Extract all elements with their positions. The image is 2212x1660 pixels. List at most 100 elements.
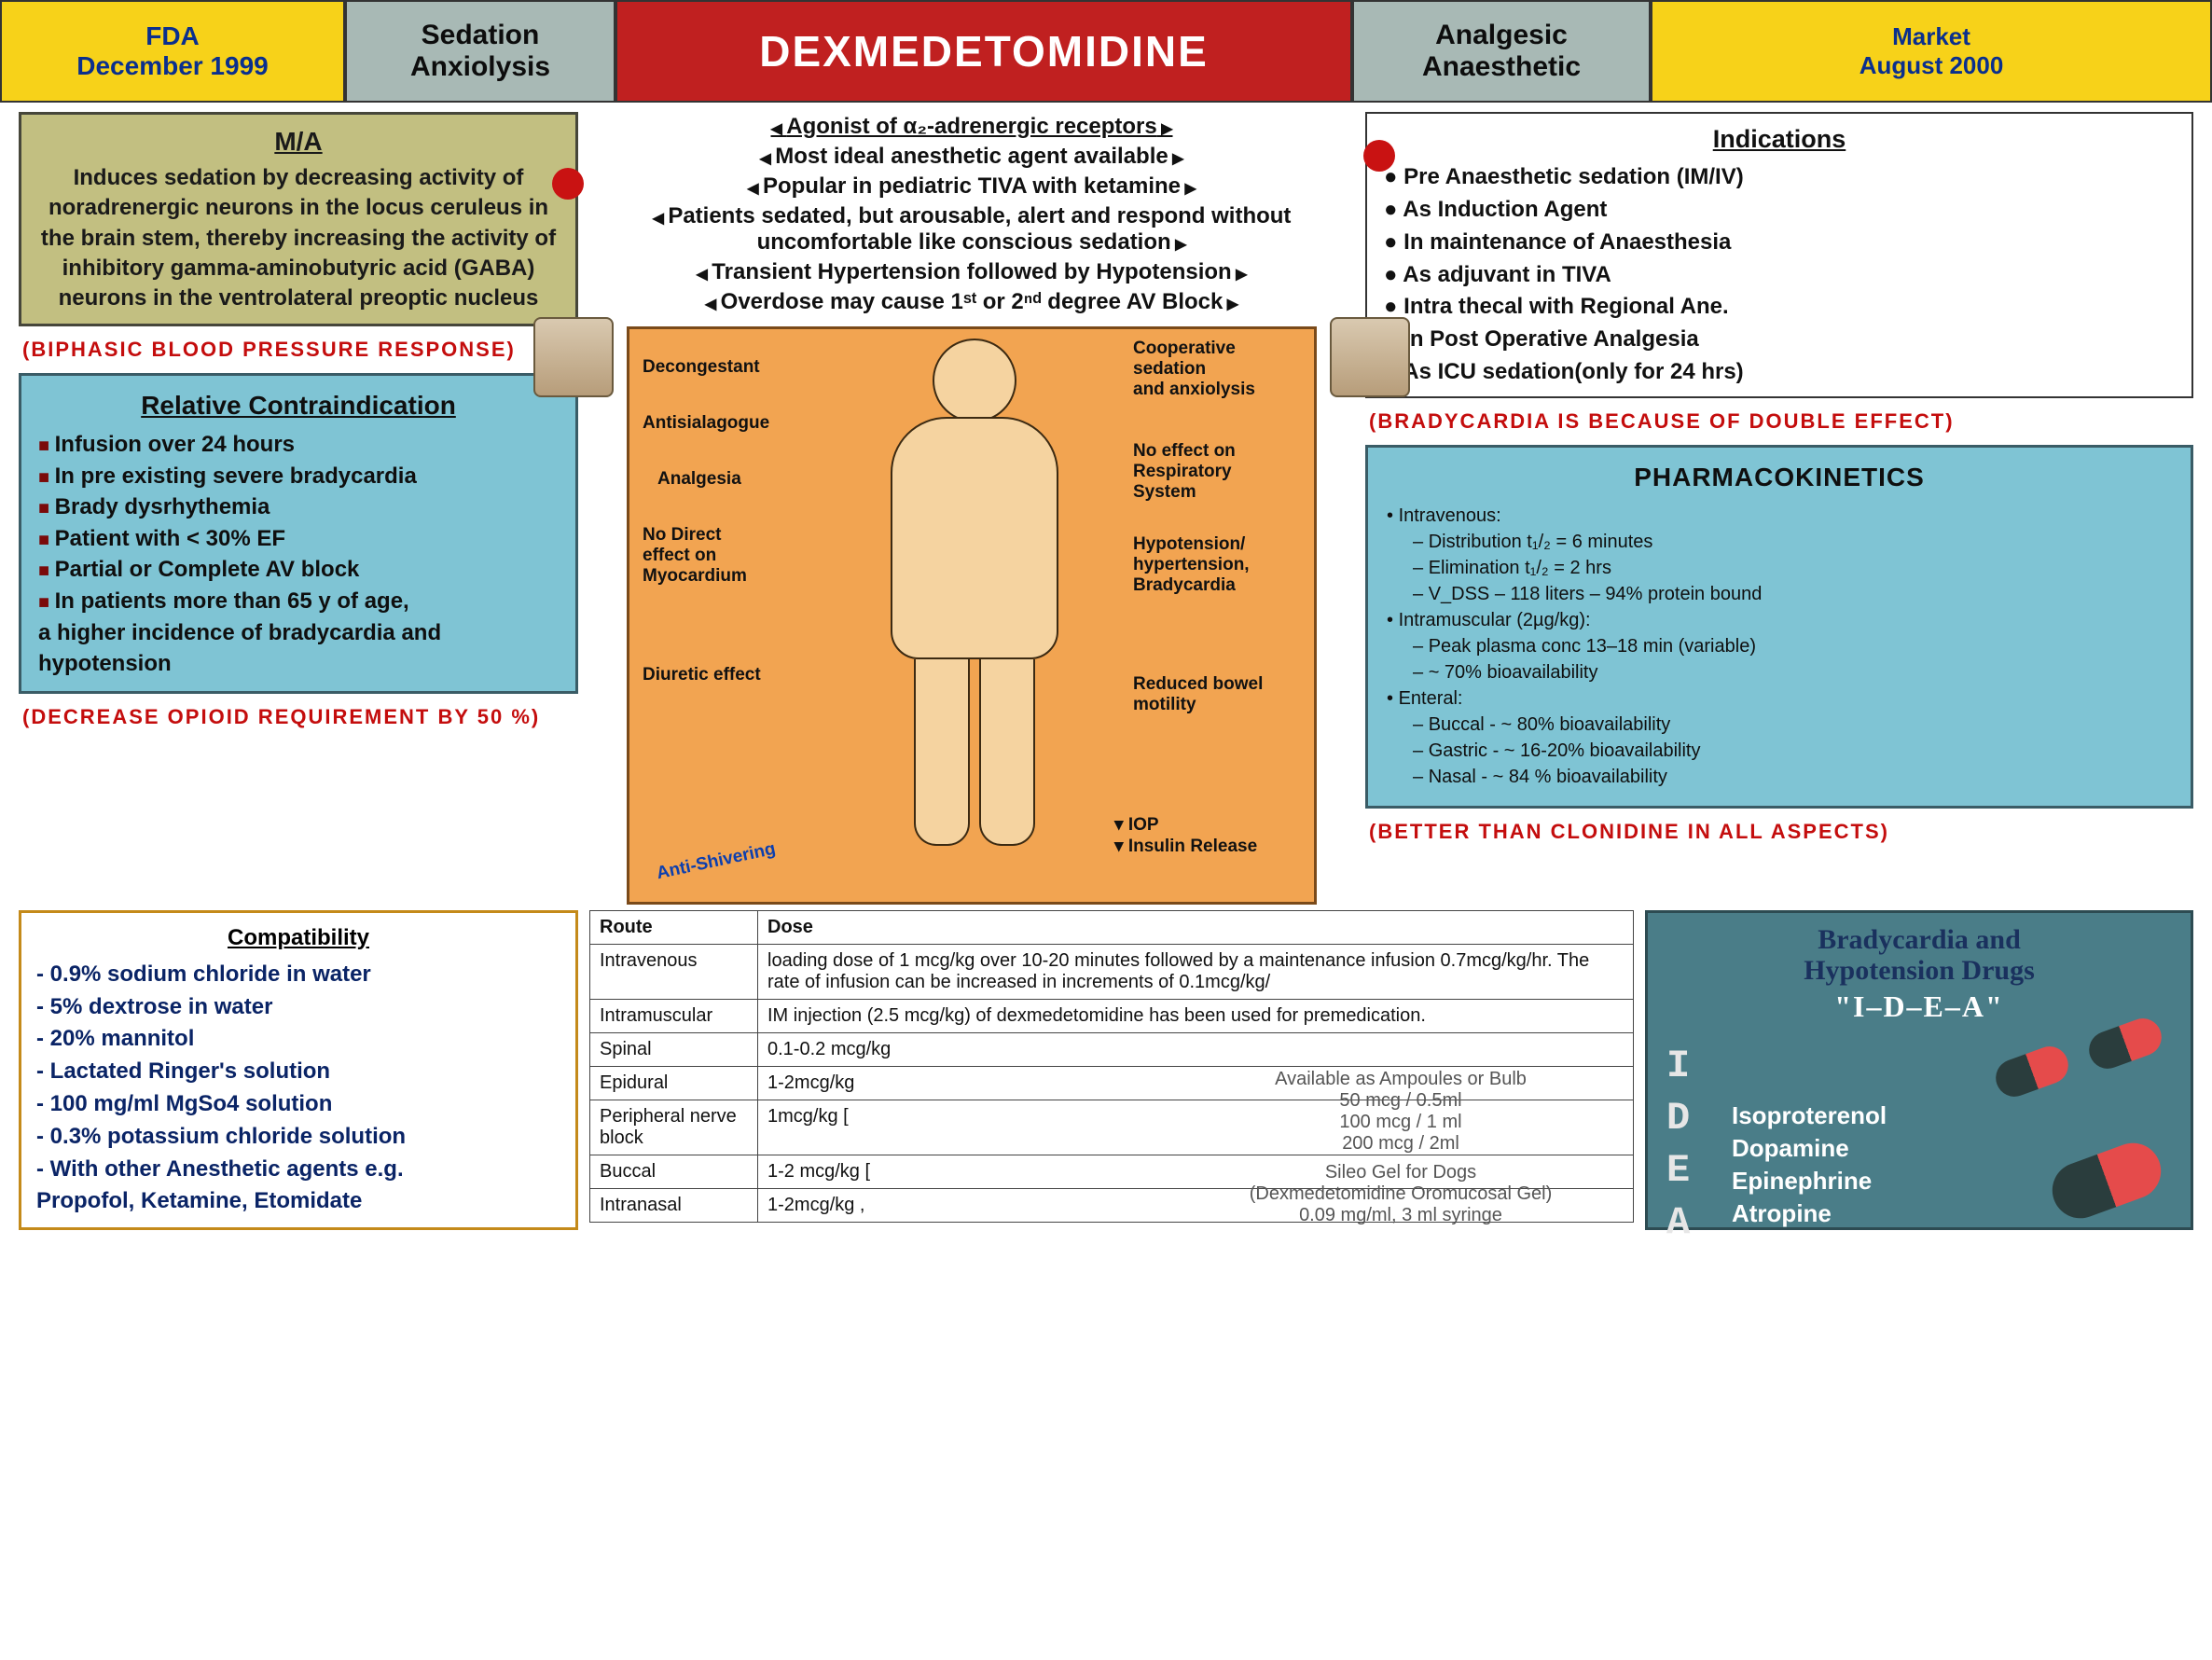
ind-item: In maintenance of Anaesthesia xyxy=(1384,227,2175,259)
avail-line: 100 mcg / 1 ml xyxy=(1233,1112,1569,1133)
human-figure xyxy=(872,339,1077,879)
label-resp: No effect on Respiratory System xyxy=(1133,441,1301,503)
avail-title: Available as Ampoules or Bulb xyxy=(1233,1069,1569,1090)
pill-icon xyxy=(1991,1042,2074,1102)
table-header-row: Route Dose xyxy=(590,911,1634,945)
pk-title: PHARMACOKINETICS xyxy=(1387,459,2172,495)
sedation-l1: Sedation xyxy=(422,20,540,51)
l: Bradycardia xyxy=(1133,575,1301,596)
compat-tail: Propofol, Ketamine, Etomidate xyxy=(36,1185,560,1218)
main-row: M/A Induces sedation by decreasing activ… xyxy=(0,103,2212,905)
market-box: Market August 2000 xyxy=(1651,0,2212,103)
red-dot-icon xyxy=(1363,140,1395,172)
label-iop-insulin: ▾ IOP ▾ Insulin Release xyxy=(1114,814,1301,857)
idea-drug: Isoproterenol xyxy=(1732,1100,1887,1132)
sedation-l2: Anxiolysis xyxy=(410,51,550,83)
dose: loading dose of 1 mcg/kg over 10-20 minu… xyxy=(758,945,1634,1000)
analgesic-l2: Anaesthetic xyxy=(1422,51,1581,83)
sileo-dose: 0.09 mg/ml, 3 ml syringe xyxy=(1233,1205,1569,1226)
idea-title2: "I–D–E–A" xyxy=(1663,989,2176,1024)
label-analgesia: Analgesia xyxy=(657,469,741,490)
body-diagram: Decongestant Antisialagogue Analgesia No… xyxy=(627,326,1317,905)
rci-item: Patient with < 30% EF xyxy=(38,523,559,555)
tagline: Overdose may cause 1ˢᵗ or 2ⁿᵈ degree AV … xyxy=(705,289,1238,314)
market-l1: Market xyxy=(1892,22,1970,51)
idea-box: Bradycardia and Hypotension Drugs "I–D–E… xyxy=(1645,910,2193,1230)
route: Buccal xyxy=(590,1155,758,1189)
l: ▾ IOP xyxy=(1114,814,1301,836)
figure-legs xyxy=(872,659,1077,846)
sileo-sub: (Dexmedetomidine Oromucosal Gel) xyxy=(1233,1183,1569,1205)
label-antishivering: Anti-Shivering xyxy=(655,839,778,885)
ind-item: Pre Anaesthetic sedation (IM/IV) xyxy=(1384,161,2175,194)
label-myo3: Myocardium xyxy=(643,566,782,587)
pk-iv-item: Distribution t₁/₂ = 6 minutes xyxy=(1413,529,2172,555)
route: Intramuscular xyxy=(590,1000,758,1033)
route: Spinal xyxy=(590,1033,758,1067)
fda-line1: FDA xyxy=(145,21,200,51)
col-route: Route xyxy=(590,911,758,945)
market-l2: August 2000 xyxy=(1859,51,2004,80)
red-dot-icon xyxy=(552,168,584,200)
idea-drug: Epinephrine xyxy=(1732,1165,1887,1197)
tagline: Patients sedated, but arousable, alert a… xyxy=(653,203,1292,255)
pharmacokinetics-box: PHARMACOKINETICS Intravenous: Distributi… xyxy=(1365,445,2193,809)
col-dose: Dose xyxy=(758,911,1634,945)
l: hypertension, xyxy=(1133,555,1301,575)
figure-torso xyxy=(891,417,1058,659)
label-cooperative: Cooperative sedation and anxiolysis xyxy=(1133,339,1301,400)
idea-drugs: Isoproterenol Dopamine Epinephrine Atrop… xyxy=(1732,1100,1887,1230)
dose-table-wrap: Route Dose Intravenous loading dose of 1… xyxy=(589,910,1634,1230)
dose-val: 0.1-0.2 mcg/kg xyxy=(767,1039,891,1059)
route: Intravenous xyxy=(590,945,758,1000)
label-bowel: Reduced bowel motility xyxy=(1133,674,1301,715)
tagline: Transient Hypertension followed by Hypot… xyxy=(697,259,1248,284)
idea-drug: Atropine xyxy=(1732,1197,1887,1230)
figure-leg xyxy=(914,659,970,846)
mechanism-box: M/A Induces sedation by decreasing activ… xyxy=(19,112,578,326)
center-column: Agonist of α₂-adrenergic receptors Most … xyxy=(589,112,1354,905)
clonidine-note: (BETTER THAN CLONIDINE IN ALL ASPECTS) xyxy=(1365,814,2193,850)
tagline: Most ideal anesthetic agent available xyxy=(760,144,1184,169)
l: and anxiolysis xyxy=(1133,380,1301,400)
compat-item: 0.9% sodium chloride in water xyxy=(36,959,560,991)
analgesic-box: Analgesic Anaesthetic xyxy=(1352,0,1651,103)
tagline: Popular in pediatric TIVA with ketamine xyxy=(747,173,1196,199)
compat-item: With other Anesthetic agents e.g. xyxy=(36,1154,560,1186)
pk-im-head: Intramuscular (2µg/kg): xyxy=(1387,607,2172,633)
dose: 0.1-0.2 mcg/kg xyxy=(758,1033,1634,1067)
l: sedation xyxy=(1133,359,1301,380)
taglines-wrap: Agonist of α₂-adrenergic receptors Most … xyxy=(589,112,1354,317)
rci-item: In patients more than 65 y of age, xyxy=(38,586,559,617)
dose: IM injection (2.5 mcg/kg) of dexmedetomi… xyxy=(758,1000,1634,1033)
label-antisialagogue: Antisialagogue xyxy=(643,413,769,434)
table-row: Intramuscular IM injection (2.5 mcg/kg) … xyxy=(590,1000,1634,1033)
idea-letter: A xyxy=(1666,1200,1690,1245)
idea-title1a: Bradycardia and xyxy=(1663,924,2176,955)
l: Respiratory xyxy=(1133,462,1301,482)
rci-item: Infusion over 24 hours xyxy=(38,429,559,461)
title-box: DEXMEDETOMIDINE xyxy=(615,0,1352,103)
label-myo1: No Direct xyxy=(643,525,782,546)
idea-letters: I D E A xyxy=(1666,1044,1690,1245)
l: Reduced bowel xyxy=(1133,674,1301,695)
availability-overlay: Available as Ampoules or Bulb 50 mcg / 0… xyxy=(1233,1069,1569,1226)
idea-drug: Dopamine xyxy=(1732,1132,1887,1165)
fda-line2: December 1999 xyxy=(76,51,268,81)
compat-item: 20% mannitol xyxy=(36,1023,560,1056)
idea-letter: D xyxy=(1666,1096,1690,1141)
contraindication-box: Relative Contraindication Infusion over … xyxy=(19,373,578,694)
table-row: Spinal 0.1-0.2 mcg/kg xyxy=(590,1033,1634,1067)
compatibility-box: Compatibility 0.9% sodium chloride in wa… xyxy=(19,910,578,1230)
opioid-note: (DECREASE OPIOID REQUIREMENT BY 50 %) xyxy=(19,699,578,735)
figure-head xyxy=(933,339,1016,422)
avail-line: 200 mcg / 2ml xyxy=(1233,1133,1569,1155)
idea-title1b: Hypotension Drugs xyxy=(1663,955,2176,986)
rci-item: Partial or Complete AV block xyxy=(38,554,559,586)
l: ▾ Insulin Release xyxy=(1114,836,1301,857)
ma-title: M/A xyxy=(35,124,562,159)
indications-box: Indications Pre Anaesthetic sedation (IM… xyxy=(1365,112,2193,398)
rci-tail: a higher incidence of bradycardia and hy… xyxy=(38,617,559,680)
label-decongestant: Decongestant xyxy=(643,357,760,378)
compat-item: 100 mg/ml MgSo4 solution xyxy=(36,1088,560,1121)
